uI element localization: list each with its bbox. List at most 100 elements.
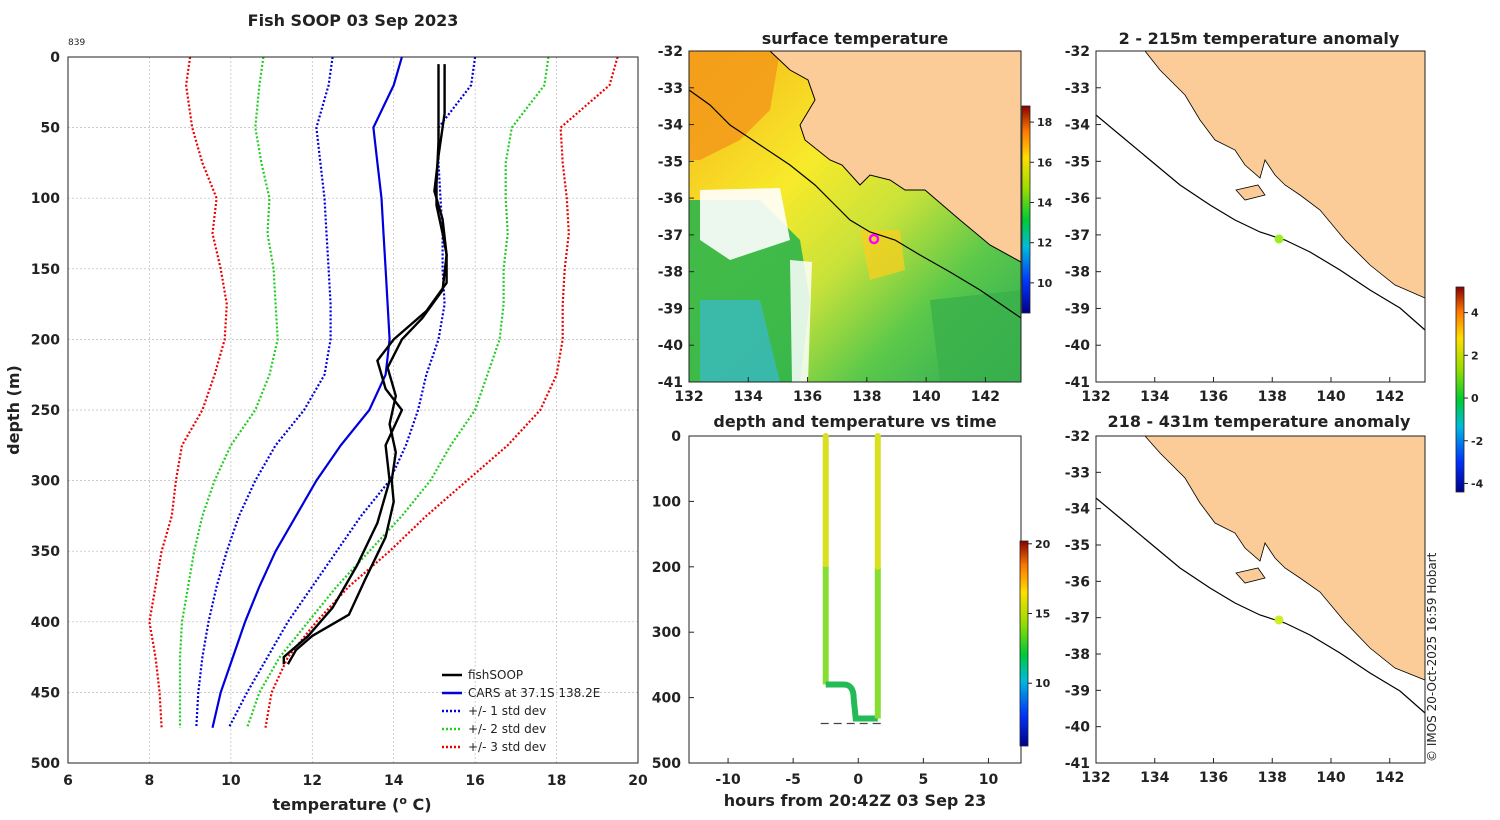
anomaly-upper-ytick-label: -40: [1065, 338, 1091, 354]
depth-time-title: depth and temperature vs time: [713, 412, 996, 431]
anomaly-lower-ticks: 132 134 136 138 140 142 -32 -33 -34 -35 -36 -37 -38 -…: [1065, 429, 1405, 786]
legend-fish: fishSOOP: [468, 668, 523, 682]
anomaly-lower-ytick-label: -41: [1065, 756, 1090, 772]
profile-ytick-label: 250: [31, 403, 60, 419]
profile-ytick-label: 150: [31, 262, 60, 278]
fish-down-line: [282, 64, 448, 665]
legend-cars: CARS at 37.1S 138.2E: [468, 686, 600, 700]
anomaly-colorbar-tick-label: -2: [1471, 435, 1483, 448]
anomaly-lower-ytick-label: -35: [1065, 538, 1090, 554]
depth-time-xtick-label: -10: [715, 772, 741, 788]
sst-land: [770, 51, 1021, 262]
anomaly-colorbar-tick-label: 0: [1471, 392, 1479, 405]
sst-colorbar-tick-label: 16: [1037, 156, 1053, 169]
depth-time-bottom-trace: [825, 681, 878, 722]
sst-colorbar-ticks: 10 12 14 16 18: [1030, 116, 1053, 290]
anomaly-lower-ytick-label: -39: [1065, 683, 1090, 699]
std3-high-line: [264, 57, 619, 728]
depth-time-ytick-label: 500: [652, 756, 681, 772]
anomaly-lower-xtick-label: 134: [1140, 770, 1169, 786]
sst-xtick-label: 142: [971, 389, 1000, 405]
profile-ylabel: depth (m): [4, 365, 23, 455]
std1-low-line: [195, 57, 334, 728]
sst-ytick-label: -34: [658, 118, 684, 134]
profile-ytick-label: 450: [31, 685, 60, 701]
profile-xtick-label: 12: [303, 773, 322, 789]
sst-ytick-label: -33: [658, 81, 683, 97]
anomaly-upper-xtick-label: 132: [1081, 389, 1110, 405]
anomaly-upper-ytick-label: -41: [1065, 375, 1090, 391]
anomaly-upper-xtick-label: 134: [1140, 389, 1169, 405]
anomaly-upper-panel: 2 - 215m temperature anomaly 132 134 136 13…: [1065, 29, 1484, 493]
anomaly-upper-ytick-label: -34: [1065, 118, 1091, 134]
profile-id-label: 839: [68, 38, 85, 48]
profile-plot-frame: [67, 56, 639, 764]
profile-ytick-label: 300: [31, 474, 60, 490]
depth-time-xtick-label: 0: [853, 772, 863, 788]
anomaly-lower-xtick-label: 136: [1199, 770, 1228, 786]
profile-xtick-label: 8: [145, 773, 155, 789]
anomaly-upper-ytick-label: -35: [1065, 154, 1090, 170]
anomaly-upper-ticks: 132 134 136 138 140 142 -32 -33 -34 -35 -36 -37 -38 -…: [1065, 44, 1405, 405]
anomaly-lower-xtick-label: 140: [1316, 770, 1345, 786]
depth-time-xtick-label: 5: [918, 772, 928, 788]
sst-colorbar-tick-label: 14: [1037, 196, 1053, 209]
sst-ytick-label: -35: [658, 154, 683, 170]
sst-ytick-label: -41: [658, 375, 683, 391]
anomaly-upper-island: [1235, 184, 1266, 201]
depth-time-panel: depth and temperature vs time -10 -5 0 5 100…: [652, 412, 1051, 810]
depth-time-ytick-label: 100: [652, 494, 681, 510]
std2-low-line: [178, 57, 279, 728]
legend-std3: +/- 3 std dev: [468, 740, 546, 754]
depth-time-ytick-label: 200: [652, 560, 681, 576]
sst-title: surface temperature: [762, 29, 949, 48]
sst-colorbar-tick-label: 12: [1037, 237, 1052, 250]
depth-time-trace: [820, 433, 883, 725]
anomaly-upper-marker: [1274, 234, 1284, 244]
legend-std1: +/- 1 std dev: [468, 704, 546, 718]
depth-time-xtick-label: 10: [979, 772, 999, 788]
cars-line: [211, 57, 403, 728]
anomaly-upper-ytick-label: -36: [1065, 191, 1090, 207]
anomaly-lower-title: 218 - 431m temperature anomaly: [1108, 412, 1411, 431]
fish-up-line: [286, 64, 448, 665]
profile-ytick-label: 0: [50, 50, 60, 66]
anomaly-colorbar-tick-label: 2: [1471, 349, 1479, 362]
anomaly-upper-plot-frame: [1095, 50, 1426, 383]
anomaly-lower-ytick-label: -33: [1065, 465, 1090, 481]
profile-xlabel: temperature (o C): [272, 794, 431, 814]
profile-ytick-label: 350: [31, 544, 60, 560]
anomaly-lower-ytick-label: -37: [1065, 611, 1090, 627]
std1-high-line: [227, 57, 477, 729]
legend-std2: +/- 2 std dev: [468, 722, 546, 736]
anomaly-lower-ytick-label: -36: [1065, 574, 1090, 590]
anomaly-lower-plot-frame: [1095, 435, 1426, 764]
sst-shelf-contour: [688, 89, 1022, 319]
anomaly-lower-shelf-contour: [1095, 497, 1426, 714]
profile-ytick-label: 100: [31, 191, 60, 207]
anomaly-colorbar-tick-label: 4: [1471, 307, 1479, 320]
sst-ytick-label: -37: [658, 228, 683, 244]
profile-ytick-label: 200: [31, 332, 60, 348]
sst-colorbar-tick-label: 18: [1037, 116, 1052, 129]
anomaly-upper-shelf-contour: [1095, 114, 1426, 331]
anomaly-lower-land: [1144, 435, 1426, 681]
anomaly-lower-xtick-label: 132: [1081, 770, 1110, 786]
anomaly-upper-ytick-label: -37: [1065, 228, 1090, 244]
sst-ytick-label: -39: [658, 301, 683, 317]
anomaly-lower-ytick-label: -34: [1065, 502, 1091, 518]
sst-colorbar: [1021, 105, 1031, 314]
depth-time-ytick-label: 0: [671, 429, 681, 445]
profile-xtick-label: 20: [628, 773, 648, 789]
profile-xtick-label: 10: [221, 773, 241, 789]
depth-time-colorbar: [1019, 540, 1029, 747]
sst-ytick-label: -38: [658, 265, 683, 281]
profile-panel: Fish SOOP 03 Sep 2023 839 6 8 10 12 14 16 18 20…: [4, 11, 648, 814]
profile-grid: [67, 56, 639, 764]
anomaly-upper-ytick-label: -38: [1065, 265, 1090, 281]
profile-xtick-label: 6: [63, 773, 73, 789]
anomaly-upper-ytick-label: -33: [1065, 81, 1090, 97]
sst-xtick-label: 140: [912, 389, 941, 405]
